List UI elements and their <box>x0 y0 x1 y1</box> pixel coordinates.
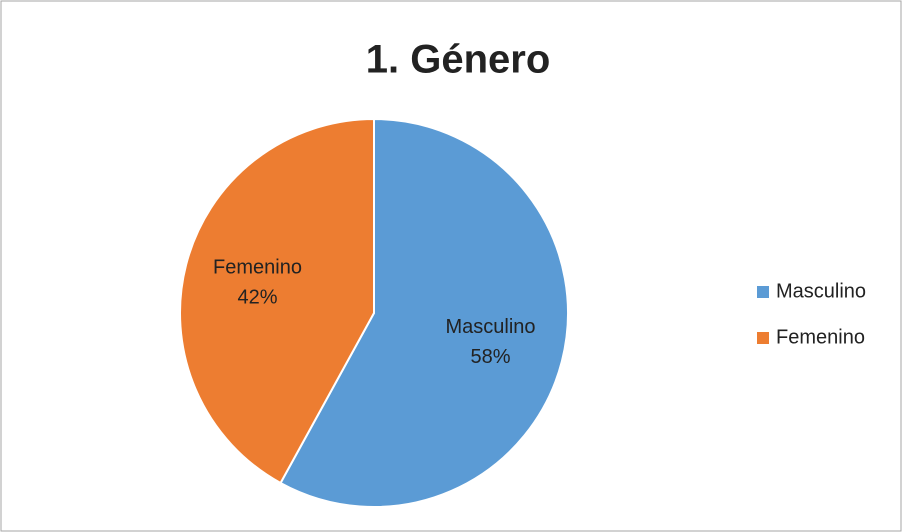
chart-title: 1. Género <box>366 38 551 82</box>
slice-value-label: 58% <box>470 346 510 368</box>
slice-category-label: Femenino <box>213 256 302 278</box>
legend-label: Femenino <box>776 326 865 348</box>
slice-value-label: 42% <box>237 286 277 308</box>
legend-swatch <box>757 332 769 344</box>
legend-swatch <box>757 286 769 298</box>
slice-category-label: Masculino <box>445 316 535 338</box>
pie-slice <box>179 117 375 485</box>
pie-slice <box>279 117 569 508</box>
legend-label: Masculino <box>776 280 866 302</box>
